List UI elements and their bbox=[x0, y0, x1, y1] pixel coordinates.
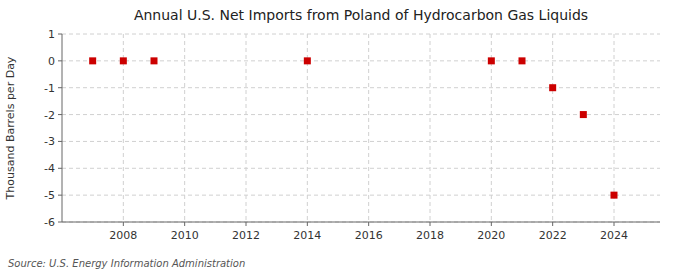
chart-container: 1 0 -1 -2 -3 -4 -5 -6 2008 2010 2012 2014 2016 2018 20… bbox=[0, 0, 675, 275]
y-tick bbox=[58, 114, 62, 115]
chart-svg: 1 0 -1 -2 -3 -4 -5 -6 2008 2010 2012 2014 2016 2018 20… bbox=[0, 0, 675, 275]
x-tick bbox=[246, 222, 247, 226]
x-tick-label: 2010 bbox=[171, 229, 199, 242]
data-point bbox=[611, 192, 618, 199]
points bbox=[89, 57, 617, 198]
x-tick-label: 2016 bbox=[355, 229, 383, 242]
x-tick-label: 2022 bbox=[539, 229, 567, 242]
grid-line-x bbox=[184, 34, 185, 222]
y-tick-label: -3 bbox=[44, 135, 55, 148]
y-tick-label: -1 bbox=[44, 82, 55, 95]
y-axis-label: Thousand Barrels per Day bbox=[4, 56, 17, 200]
grid-line-y bbox=[62, 34, 660, 35]
data-point bbox=[304, 57, 311, 64]
x-tick-label: 2024 bbox=[600, 229, 628, 242]
x-tick-label: 2014 bbox=[293, 229, 321, 242]
y-tick-label: 1 bbox=[48, 28, 55, 41]
y-tick bbox=[58, 87, 62, 88]
x-tick bbox=[430, 222, 431, 226]
ticks: 1 0 -1 -2 -3 -4 -5 -6 2008 2010 2012 2014 2016 2018 20… bbox=[44, 28, 628, 242]
x-tick bbox=[368, 222, 369, 226]
y-tick bbox=[58, 168, 62, 169]
grid-line-x bbox=[552, 34, 553, 222]
y-tick bbox=[58, 222, 62, 223]
y-tick bbox=[58, 34, 62, 35]
y-tick-label: -2 bbox=[44, 109, 55, 122]
grid-line-x bbox=[368, 34, 369, 222]
x-tick bbox=[614, 222, 615, 226]
grid-line-x bbox=[246, 34, 247, 222]
x-tick-label: 2020 bbox=[477, 229, 505, 242]
grid-line-y bbox=[62, 168, 660, 169]
data-point bbox=[120, 57, 127, 64]
y-tick-label: -5 bbox=[44, 189, 55, 202]
x-tick bbox=[307, 222, 308, 226]
data-point bbox=[519, 57, 526, 64]
y-tick-label: -6 bbox=[44, 216, 55, 229]
y-tick bbox=[58, 141, 62, 142]
chart-title: Annual U.S. Net Imports from Poland of H… bbox=[134, 7, 588, 23]
y-tick bbox=[58, 195, 62, 196]
data-point bbox=[151, 57, 158, 64]
grid-line-y bbox=[62, 222, 660, 223]
grid-line-y bbox=[62, 114, 660, 115]
grid-line-y bbox=[62, 141, 660, 142]
x-tick bbox=[123, 222, 124, 226]
grid bbox=[62, 34, 660, 222]
x-tick-label: 2012 bbox=[232, 229, 260, 242]
x-tick-label: 2008 bbox=[109, 229, 137, 242]
x-tick bbox=[552, 222, 553, 226]
x-tick bbox=[491, 222, 492, 226]
data-point bbox=[89, 57, 96, 64]
y-tick-label: 0 bbox=[48, 55, 55, 68]
x-tick-label: 2018 bbox=[416, 229, 444, 242]
grid-line-y bbox=[62, 87, 660, 88]
x-axis-line bbox=[62, 222, 660, 223]
source-note: Source: U.S. Energy Information Administ… bbox=[8, 258, 245, 269]
data-point bbox=[580, 111, 587, 118]
data-point bbox=[549, 84, 556, 91]
x-tick bbox=[184, 222, 185, 226]
grid-line-y bbox=[62, 195, 660, 196]
data-point bbox=[488, 57, 495, 64]
y-axis-line bbox=[62, 34, 63, 222]
y-tick bbox=[58, 60, 62, 61]
y-tick-label: -4 bbox=[44, 162, 55, 175]
grid-line-x bbox=[430, 34, 431, 222]
